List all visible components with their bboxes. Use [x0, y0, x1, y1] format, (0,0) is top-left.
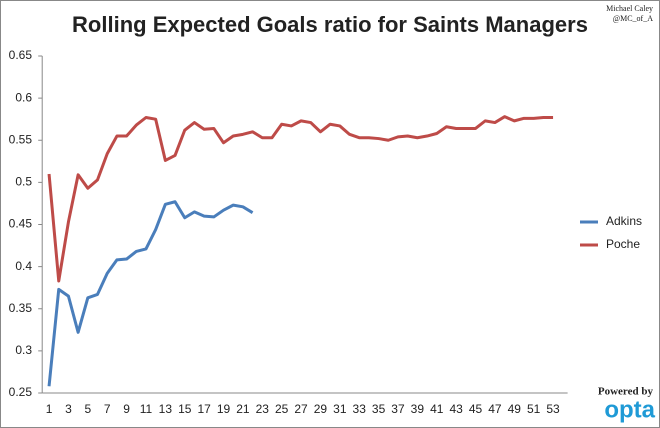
line-series: [47, 200, 254, 387]
y-tick-label: 0.5: [15, 175, 32, 189]
x-tick-label: 37: [391, 402, 405, 416]
x-tick-label: 39: [411, 402, 425, 416]
x-tick-label: 3: [65, 402, 72, 416]
x-tick-label: 21: [236, 402, 250, 416]
y-tick-label: 0.45: [9, 217, 33, 231]
credit: @MC_of_A: [613, 14, 653, 23]
x-tick-label: 5: [84, 402, 91, 416]
y-tick-label: 0.35: [9, 301, 33, 315]
x-tick-label: 45: [469, 402, 483, 416]
x-tick-label: 27: [294, 402, 308, 416]
x-tick-label: 19: [217, 402, 231, 416]
x-tick-label: 43: [449, 402, 463, 416]
x-tick-label: 47: [488, 402, 502, 416]
x-tick-label: 23: [256, 402, 270, 416]
x-tick-label: 15: [178, 402, 192, 416]
x-tick-label: 13: [159, 402, 173, 416]
y-tick-label: 0.6: [15, 90, 32, 104]
y-tick-label: 0.55: [9, 132, 33, 146]
x-tick-label: 17: [197, 402, 211, 416]
x-tick-label: 53: [546, 402, 560, 416]
brand-logo: opta: [604, 396, 655, 423]
y-tick-label: 0.3: [15, 343, 32, 357]
legend-label: Adkins: [606, 214, 642, 228]
y-tick-label: 0.65: [9, 48, 33, 62]
x-tick-label: 49: [508, 402, 522, 416]
x-tick-label: 1: [46, 402, 53, 416]
line-series: [47, 115, 554, 283]
x-tick-label: 7: [104, 402, 111, 416]
y-tick-label: 0.25: [9, 385, 33, 399]
x-tick-label: 11: [140, 402, 153, 416]
x-tick-label: 51: [527, 402, 541, 416]
legend-label: Poche: [606, 237, 640, 251]
x-tick-label: 33: [353, 402, 367, 416]
x-tick-label: 29: [314, 402, 328, 416]
x-tick-label: 41: [430, 402, 444, 416]
credit: Michael Caley: [606, 4, 653, 13]
x-tick-label: 9: [123, 402, 130, 416]
x-tick-label: 31: [333, 402, 347, 416]
brand-text: Powered by: [598, 386, 654, 398]
y-tick-label: 0.4: [15, 259, 32, 273]
chart-title: Rolling Expected Goals ratio for Saints …: [72, 12, 588, 37]
x-tick-label: 35: [372, 402, 386, 416]
x-tick-label: 25: [275, 402, 289, 416]
